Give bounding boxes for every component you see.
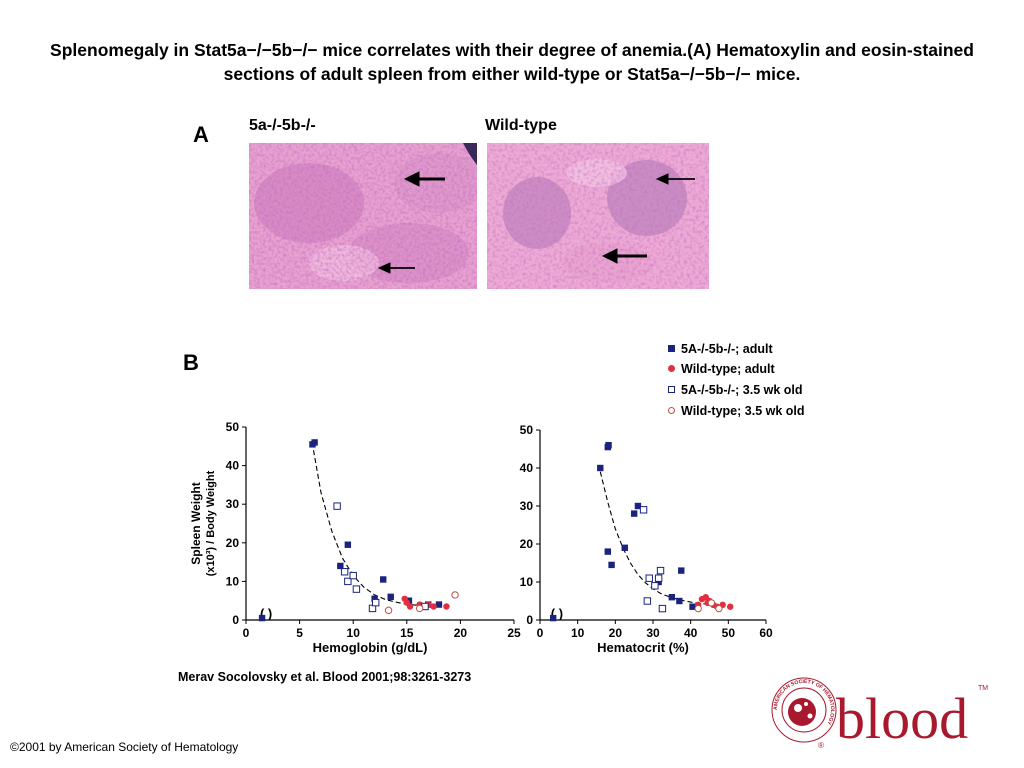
- y-tick-label: 10: [520, 575, 534, 589]
- legend-item-mutant-adult: 5A-/-5b-/-; adult: [668, 339, 773, 359]
- legend-item-wildtype-young: Wild-type; 3.5 wk old: [668, 401, 805, 421]
- data-point: [344, 541, 352, 548]
- data-point: [694, 604, 702, 613]
- x-tick-label: 25: [507, 626, 521, 640]
- hemoglobin-scatter-chart: 0 10 20 30 40 50 0 5 10 15 20 25 Hemoglobin (g/dL) Sp…: [189, 420, 521, 655]
- data-point: [451, 591, 459, 599]
- y-tick-label: 20: [520, 537, 534, 551]
- data-point: [707, 599, 716, 607]
- x-tick-label: 30: [646, 626, 660, 640]
- logo-wordmark: blood: [836, 686, 968, 751]
- data-point: [337, 562, 344, 570]
- data-point: [676, 597, 683, 605]
- x-axis-label: Hematocrit (%): [597, 640, 689, 655]
- legend-item-wildtype-adult: Wild-type; adult: [668, 359, 775, 379]
- blood-journal-logo: AMERICAN SOCIETY OF HEMATOLOGY blood TM …: [771, 677, 988, 751]
- data-point: [668, 594, 676, 601]
- data-point: [689, 603, 696, 610]
- data-point: [639, 506, 648, 514]
- data-point: [727, 603, 734, 610]
- histology-mutant-image: [249, 143, 477, 289]
- data-point: [654, 574, 663, 582]
- data-point: [415, 604, 424, 613]
- data-point: [656, 566, 665, 575]
- data-point: [443, 603, 450, 610]
- data-point: [311, 439, 318, 446]
- data-point: [597, 464, 604, 472]
- data-point: [643, 597, 652, 605]
- y-tick-label: 20: [226, 536, 240, 550]
- copyright: ©2001 by American Society of Hematology: [10, 740, 239, 754]
- data-point: [678, 567, 685, 574]
- data-point: [371, 595, 378, 602]
- x-tick-label: 0: [243, 626, 250, 640]
- y-tick-label: 0: [232, 613, 239, 627]
- panel-a-letter: A: [193, 122, 209, 147]
- y-tick-label: 50: [226, 420, 240, 434]
- data-point: [630, 510, 638, 517]
- x-tick-label: 15: [400, 626, 414, 640]
- filled-circle-marker-icon: [668, 365, 675, 373]
- y-tick-label: 40: [226, 459, 240, 473]
- open-square-marker-icon: [668, 386, 675, 394]
- data-point: [380, 576, 387, 583]
- panel-a-right-label: Wild-type: [485, 117, 557, 134]
- data-point: [333, 502, 341, 510]
- data-point: [605, 442, 612, 449]
- data-point: [387, 593, 394, 601]
- legend-item-mutant-young: 5A-/-5b-/-; 3.5 wk old: [668, 380, 803, 400]
- data-point: [344, 577, 352, 586]
- open-circle-marker-icon: [668, 407, 675, 415]
- data-point: [435, 601, 443, 608]
- x-tick-label: 50: [722, 626, 736, 640]
- data-point: [715, 604, 723, 613]
- x-axis-label: Hemoglobin (g/dL): [313, 640, 428, 655]
- panel-b-letter: B: [183, 350, 199, 375]
- data-point: [651, 582, 659, 590]
- data-point: [430, 603, 437, 610]
- data-point: [658, 604, 667, 613]
- svg-text:Spleen Weight: Spleen Weight: [189, 482, 203, 564]
- slide-title: Splenomegaly in Stat5a−/−5b−/− mice corr…: [50, 40, 974, 84]
- x-tick-label: 10: [571, 626, 585, 640]
- histology-wildtype-image: [487, 143, 709, 289]
- data-point: [406, 603, 414, 610]
- y-tick-label: 30: [520, 499, 534, 513]
- data-point: [372, 598, 380, 607]
- x-tick-label: 60: [759, 626, 773, 640]
- y-axis-label: Spleen Weight (x10³) / Body Weight: [189, 470, 217, 576]
- data-point: [621, 544, 628, 551]
- citation: Merav Socolovsky et al. Blood 2001;98:32…: [178, 670, 472, 684]
- data-point: [634, 502, 642, 510]
- data-point: [608, 561, 615, 569]
- x-tick-label: 0: [537, 626, 544, 640]
- data-point: [645, 574, 653, 582]
- logo-trademark: TM: [978, 685, 988, 692]
- x-tick-label: 20: [609, 626, 623, 640]
- data-point: [349, 571, 357, 580]
- filled-square-marker-icon: [668, 345, 675, 353]
- x-tick-label: 5: [296, 626, 303, 640]
- y-tick-label: 30: [226, 497, 240, 511]
- logo-registered-mark: ®: [818, 741, 824, 750]
- data-point: [549, 614, 557, 622]
- data-point: [340, 568, 349, 576]
- data-point: [352, 585, 361, 593]
- x-tick-label: 40: [684, 626, 698, 640]
- data-point: [655, 578, 662, 586]
- y-tick-label: 10: [226, 574, 240, 588]
- data-point: [384, 606, 393, 615]
- x-tick-label: 20: [454, 626, 468, 640]
- y-tick-label: 40: [520, 461, 534, 475]
- y-tick-label: 0: [526, 613, 533, 627]
- y-tick-label: 50: [520, 423, 534, 437]
- trend-curve: [312, 450, 442, 608]
- data-point: [258, 614, 266, 622]
- panel-a-left-label: 5a-/-5b-/-: [249, 117, 316, 134]
- data-point: [604, 548, 611, 555]
- x-tick-label: 10: [347, 626, 361, 640]
- blood-drop-icon: [788, 698, 816, 726]
- svg-text:(x10³) / Body Weight: (x10³) / Body Weight: [205, 470, 217, 576]
